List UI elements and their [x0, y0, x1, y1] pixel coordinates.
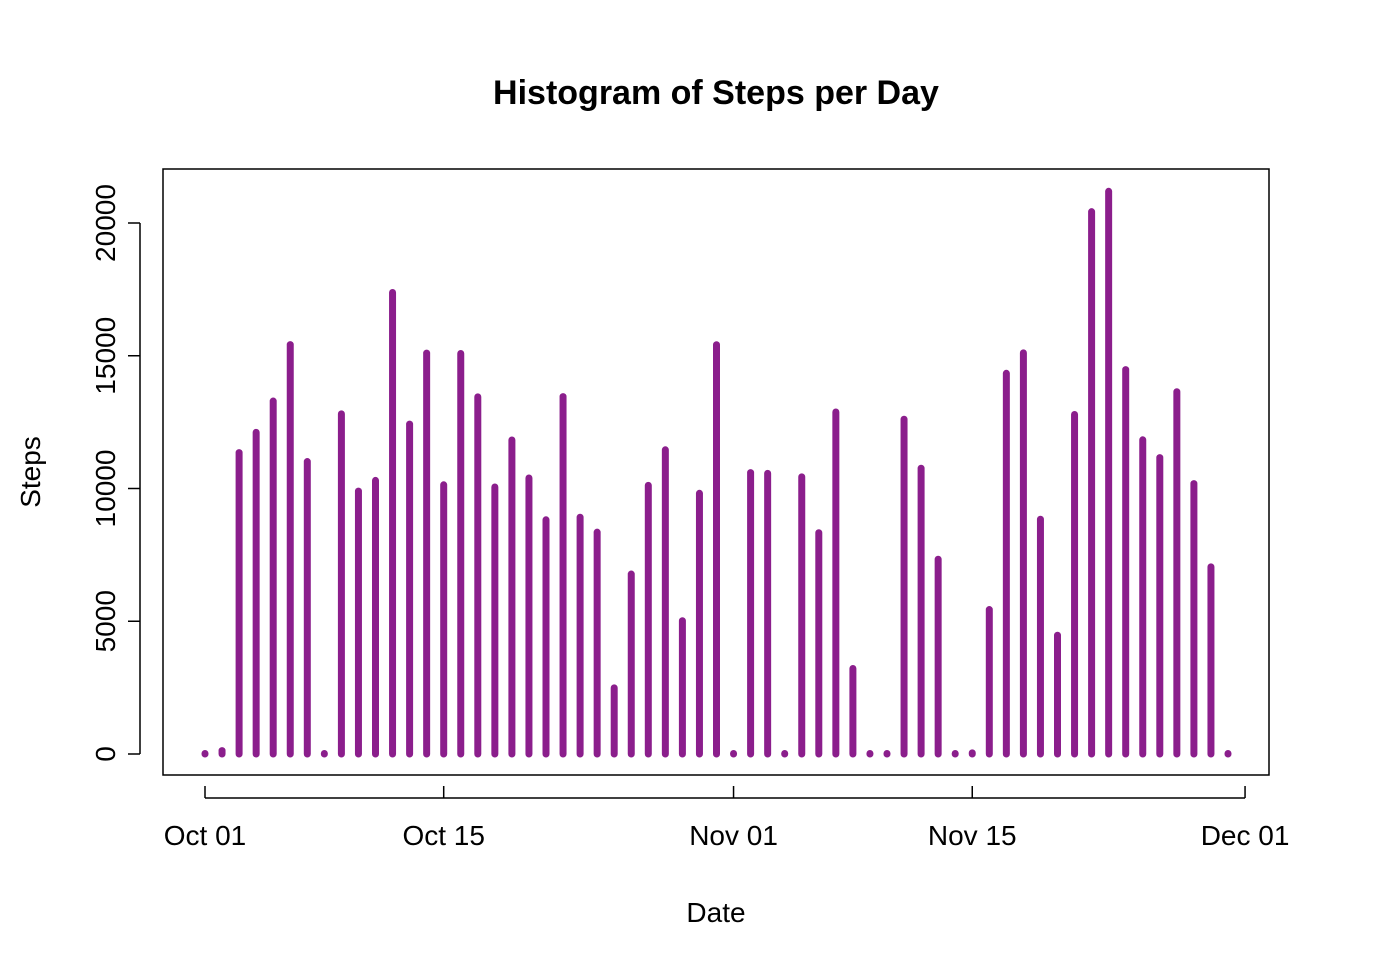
- chart-title: Histogram of Steps per Day: [493, 74, 939, 112]
- x-tick-label-2012-12-01: Dec 01: [1201, 820, 1290, 851]
- bars-group: [201, 187, 1232, 758]
- x-tick-label-2012-11-01: Nov 01: [689, 820, 778, 851]
- x-tick-label-2012-10-01: Oct 01: [164, 820, 246, 851]
- x-tick-label-2012-10-15: Oct 15: [402, 820, 484, 851]
- y-tick-label-5000: 5000: [90, 590, 121, 652]
- y-tick-label-20000: 20000: [90, 184, 121, 262]
- y-tick-label-10000: 10000: [90, 450, 121, 528]
- y-tick-label-15000: 15000: [90, 317, 121, 395]
- y-axis-label: Steps: [15, 436, 46, 508]
- y-axis: 0 5000 10000 15000 20000: [90, 184, 141, 762]
- x-axis: Oct 01 Oct 15 Nov 01 Nov 15 Dec 01: [164, 786, 1290, 851]
- x-tick-label-2012-11-15: Nov 15: [928, 820, 1017, 851]
- plot-frame: [162, 168, 1270, 776]
- x-axis-label: Date: [686, 897, 745, 928]
- y-tick-label-0: 0: [90, 746, 121, 762]
